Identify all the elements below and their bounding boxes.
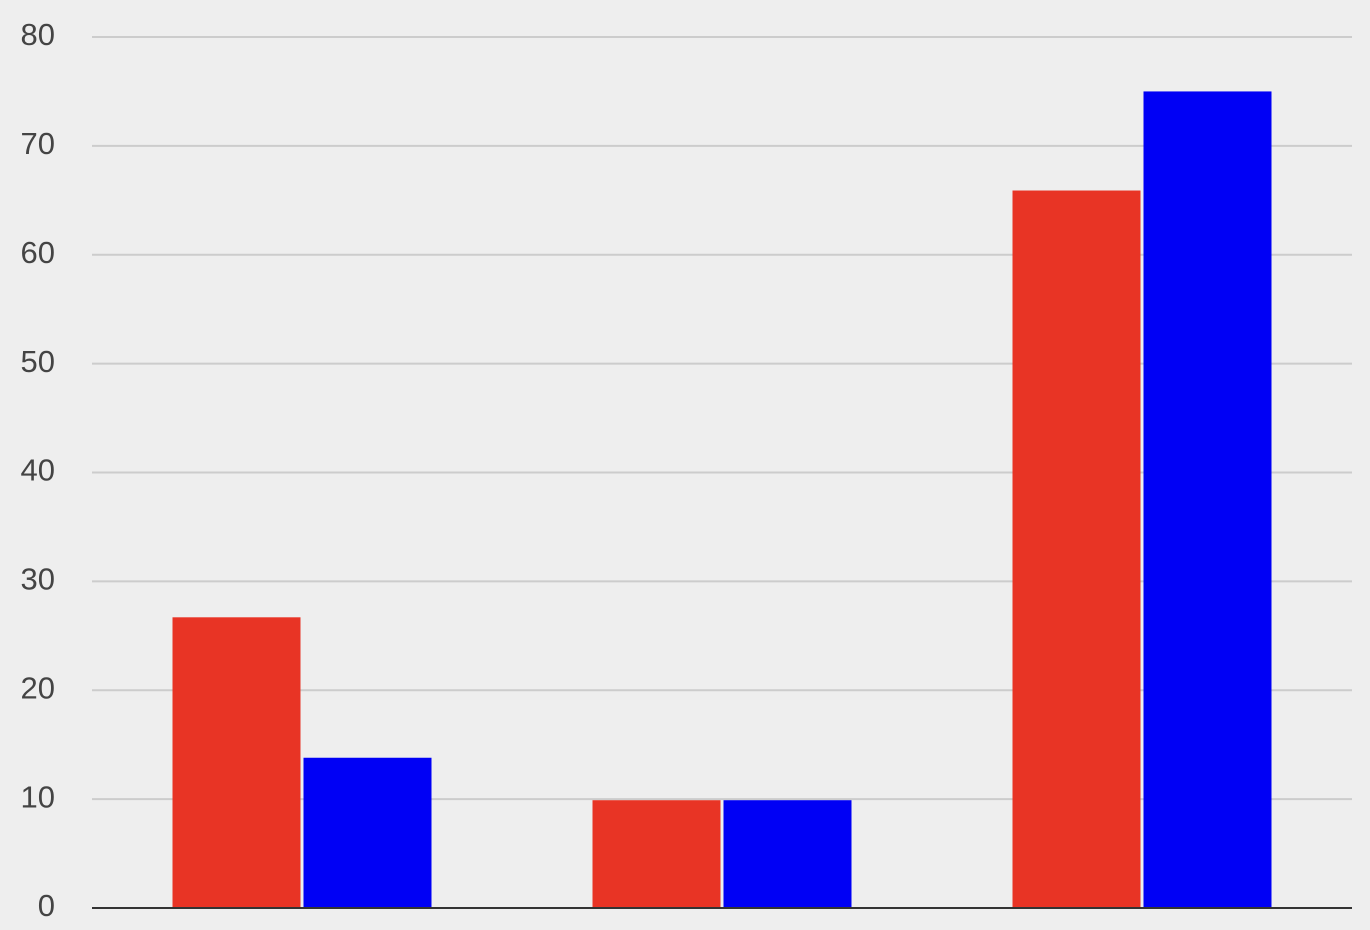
y-tick-label: 80: [21, 17, 55, 52]
y-tick-label: 10: [21, 779, 55, 814]
y-tick-label: 70: [21, 126, 55, 161]
bar: [592, 800, 721, 908]
bar: [303, 757, 432, 908]
bar: [723, 800, 852, 908]
y-tick-label: 30: [21, 562, 55, 597]
bar: [1143, 91, 1272, 908]
y-tick-label: 20: [21, 670, 55, 705]
y-tick-label: 0: [38, 888, 55, 923]
bar: [1012, 190, 1141, 909]
y-tick-label: 40: [21, 453, 55, 488]
y-tick-label: 50: [21, 344, 55, 379]
bar: [172, 617, 301, 908]
y-tick-label: 60: [21, 235, 55, 270]
